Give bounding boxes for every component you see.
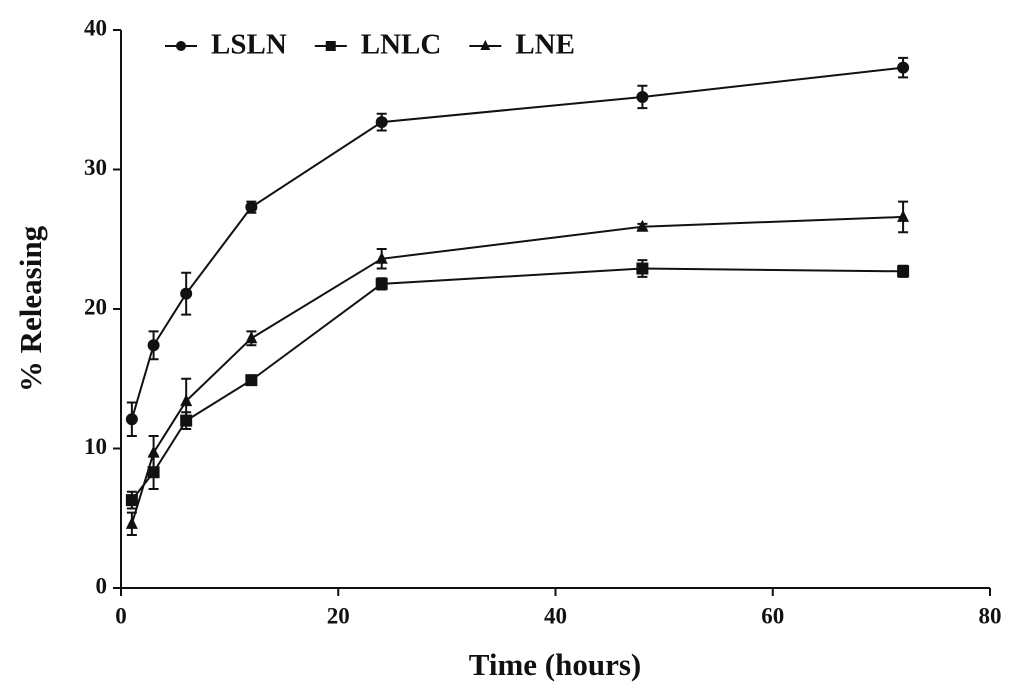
series-line — [130, 215, 904, 525]
marker — [636, 219, 649, 232]
legend-label: LNLC — [361, 29, 442, 61]
marker — [897, 209, 910, 222]
y-tick-label: 20 — [84, 294, 107, 319]
legend-label: LNE — [515, 29, 575, 61]
marker — [125, 494, 138, 507]
x-tick-label: 20 — [327, 603, 350, 628]
marker — [147, 339, 160, 352]
x-axis-title: Time (hours) — [469, 647, 642, 682]
x-tick-label: 40 — [544, 603, 567, 628]
marker — [636, 262, 649, 275]
marker — [375, 277, 388, 290]
marker — [180, 394, 193, 407]
legend-marker — [480, 40, 491, 50]
y-tick-label: 10 — [84, 434, 107, 459]
y-axis-title: % Releasing — [13, 225, 48, 392]
legend-marker — [176, 41, 186, 51]
y-tick-label: 0 — [96, 573, 108, 598]
legend-label: LSLN — [211, 29, 287, 61]
y-tick-label: 40 — [84, 15, 107, 40]
marker — [245, 374, 258, 387]
legend-marker — [325, 41, 336, 51]
marker — [147, 445, 160, 458]
series-line — [130, 66, 904, 420]
marker — [245, 201, 258, 214]
y-tick-label: 30 — [84, 155, 107, 180]
marker — [375, 251, 388, 264]
marker — [245, 331, 258, 344]
marker — [375, 116, 388, 129]
x-tick-label: 80 — [979, 603, 1002, 628]
x-tick-label: 0 — [115, 603, 127, 628]
marker — [636, 90, 649, 103]
marker — [180, 287, 193, 300]
marker — [897, 61, 910, 74]
marker — [897, 265, 910, 278]
x-tick-label: 60 — [761, 603, 784, 628]
marker — [125, 413, 138, 426]
marker — [125, 516, 138, 529]
